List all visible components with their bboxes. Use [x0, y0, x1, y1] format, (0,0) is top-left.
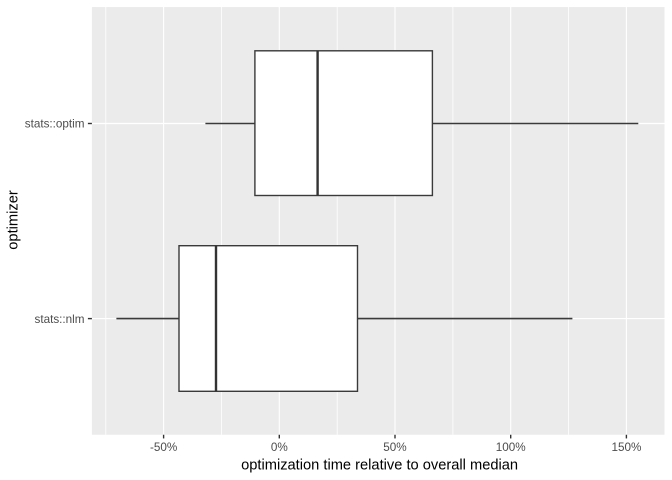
svg-text:100%: 100% [496, 441, 526, 454]
svg-text:50%: 50% [383, 441, 406, 454]
svg-text:stats::nlm: stats::nlm [34, 313, 84, 326]
svg-text:optimizer: optimizer [6, 190, 22, 250]
svg-text:0%: 0% [271, 441, 288, 454]
svg-text:stats::optim: stats::optim [25, 118, 85, 131]
svg-text:optimization time relative to: optimization time relative to overall me… [241, 457, 518, 473]
svg-text:-50%: -50% [150, 441, 177, 454]
svg-text:150%: 150% [611, 441, 641, 454]
